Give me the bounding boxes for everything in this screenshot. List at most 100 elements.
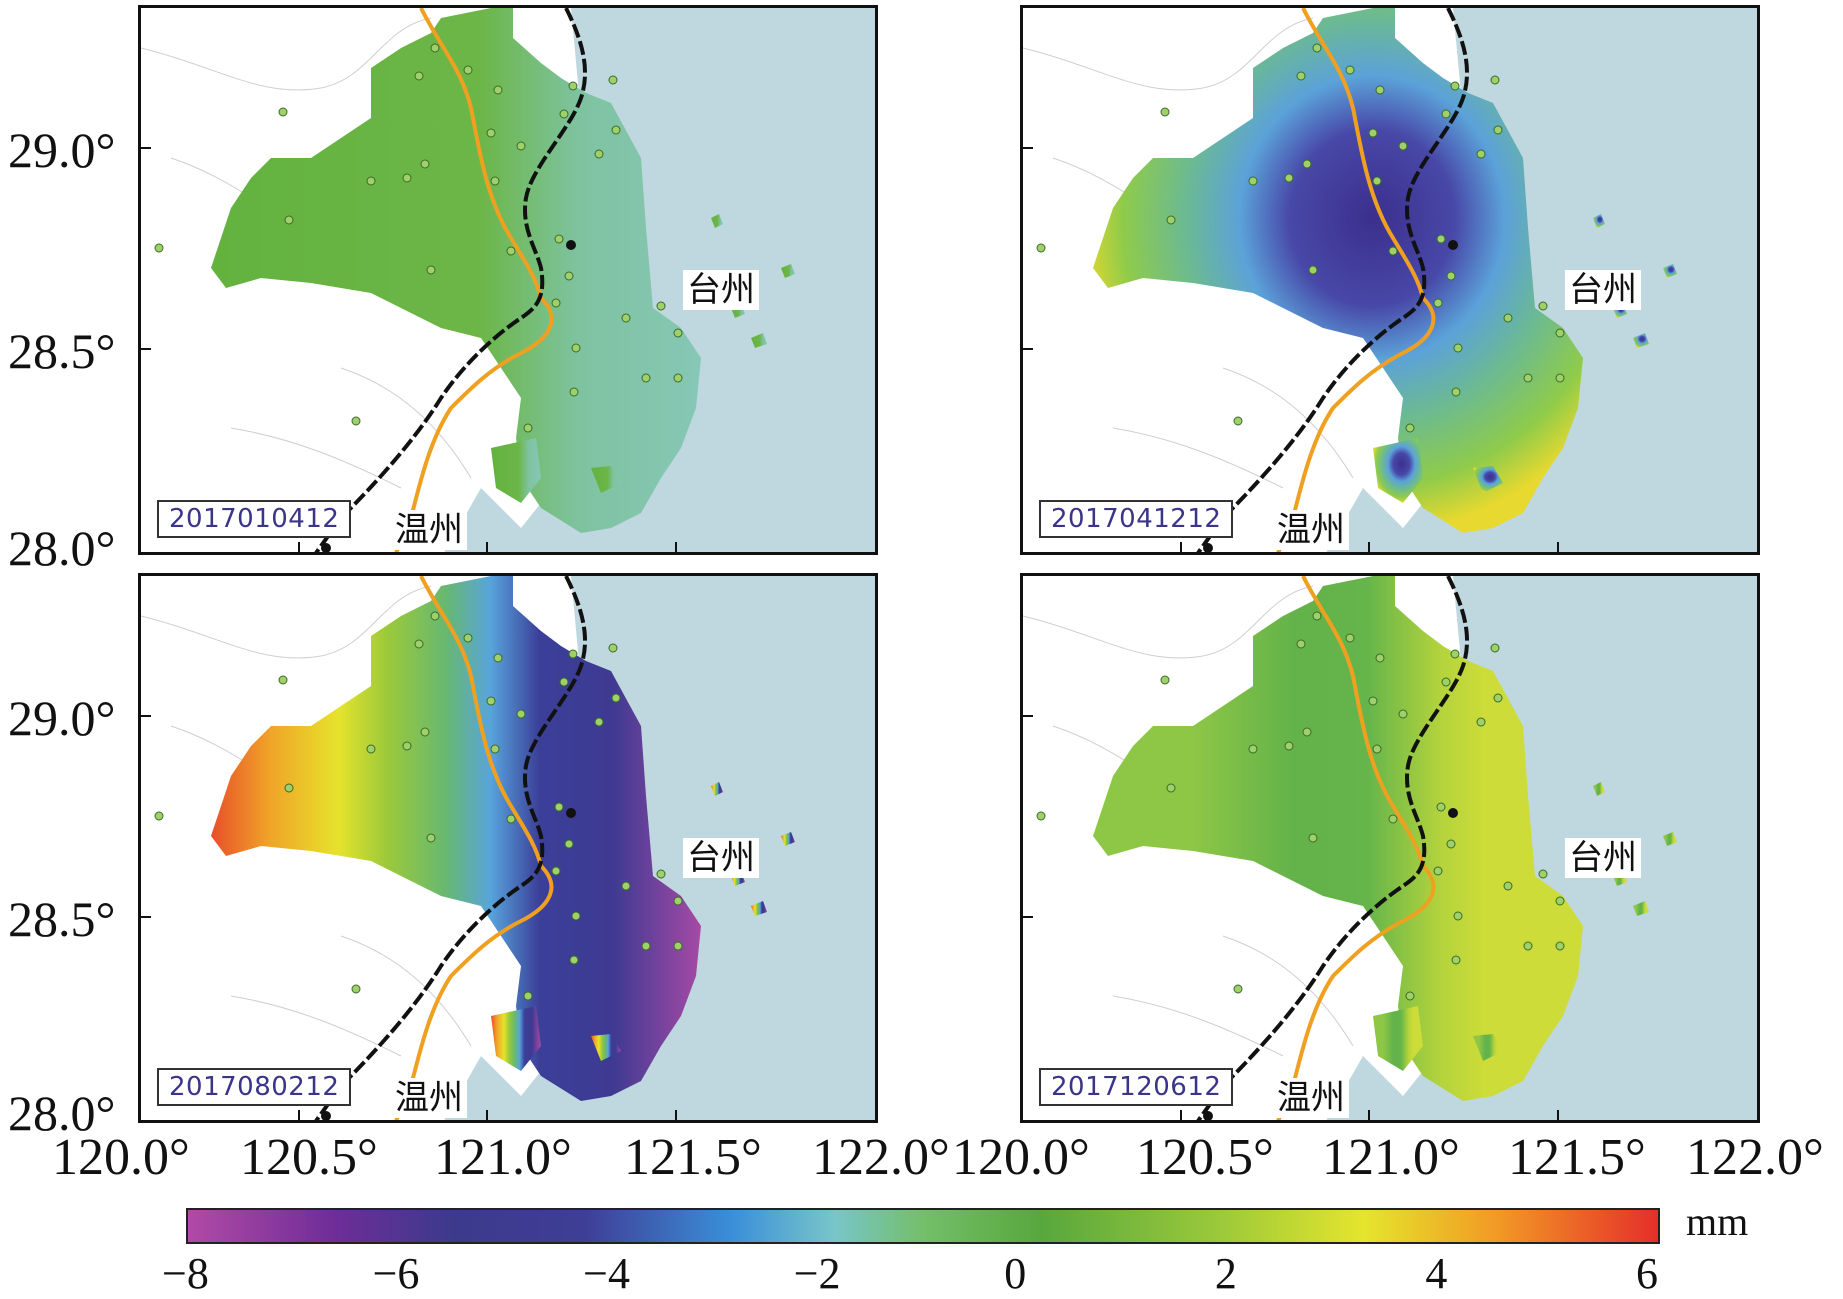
town-marker <box>1436 234 1446 244</box>
town-marker <box>1405 991 1415 1001</box>
island <box>751 333 767 348</box>
town-marker <box>154 811 164 821</box>
county-boundary <box>141 17 432 91</box>
town-marker <box>278 675 288 685</box>
county-boundary <box>230 427 402 489</box>
town-marker <box>490 744 500 754</box>
town-marker <box>1441 677 1451 687</box>
town-marker <box>1490 643 1500 653</box>
town-marker <box>1451 955 1461 965</box>
town-marker <box>366 176 376 186</box>
town-marker <box>554 802 564 812</box>
town-marker <box>1503 881 1513 891</box>
town-marker <box>493 85 503 95</box>
city-label-wenzhou: 温州 <box>1273 1078 1349 1118</box>
town-marker <box>1446 271 1456 281</box>
colorbar-tick-label: −8 <box>162 1249 209 1298</box>
town-marker <box>402 173 412 183</box>
town-marker <box>673 328 683 338</box>
town-marker <box>426 265 436 275</box>
town-marker <box>1375 653 1385 663</box>
city-label-taizhou: 台州 <box>1565 270 1641 310</box>
town-marker <box>1233 416 1243 426</box>
town-marker <box>426 833 436 843</box>
island <box>1473 1034 1503 1061</box>
town-marker <box>1372 176 1382 186</box>
city-label-taizhou: 台州 <box>683 838 759 878</box>
island <box>591 466 621 493</box>
town-marker <box>673 941 683 951</box>
town-marker <box>1296 639 1306 649</box>
town-marker <box>608 75 618 85</box>
town-marker <box>1503 313 1513 323</box>
town-marker <box>564 839 574 849</box>
city-label-wenzhou: 温州 <box>1273 510 1349 550</box>
island <box>491 438 541 503</box>
town-marker <box>1284 173 1294 183</box>
town-marker <box>284 783 294 793</box>
colorbar-tick-label: −6 <box>372 1249 420 1298</box>
town-marker <box>611 125 621 135</box>
x-tick-label: 122.0° <box>1686 1129 1824 1186</box>
town-marker <box>1451 387 1461 397</box>
town-marker <box>1388 246 1398 256</box>
town-marker <box>1233 984 1243 994</box>
town-marker <box>1368 128 1378 138</box>
colorbar-tick-label: 6 <box>1636 1249 1658 1298</box>
colorbar <box>186 1208 1660 1244</box>
town-marker <box>673 373 683 383</box>
sea-area <box>444 576 875 1120</box>
town-marker <box>1450 649 1460 659</box>
x-tick-label: 120.0° <box>952 1129 1090 1186</box>
island <box>591 1034 621 1061</box>
city-label-wenzhou: 温州 <box>391 510 467 550</box>
county-boundary <box>230 995 402 1057</box>
county-boundary <box>1023 17 1314 91</box>
wenzhou-marker <box>1203 1111 1213 1120</box>
county-boundary <box>1023 585 1314 659</box>
wenzhou-marker <box>1203 543 1213 552</box>
date-label: 2017080212 <box>157 1068 352 1106</box>
x-tick-label: 120.5° <box>240 1129 378 1186</box>
deformation-field <box>211 576 701 1101</box>
date-label: 2017010412 <box>157 500 352 538</box>
town-marker <box>1453 911 1463 921</box>
town-marker <box>621 881 631 891</box>
town-marker <box>154 243 164 253</box>
x-tick-label: 121.0° <box>1322 1129 1460 1186</box>
town-marker <box>1523 373 1533 383</box>
town-marker <box>1523 941 1533 951</box>
town-marker <box>506 246 516 256</box>
city-label-taizhou: 台州 <box>1565 838 1641 878</box>
town-marker <box>1493 125 1503 135</box>
town-marker <box>463 633 473 643</box>
town-marker <box>1248 744 1258 754</box>
town-marker <box>414 71 424 81</box>
town-marker <box>1433 866 1443 876</box>
island <box>1633 333 1649 348</box>
town-marker <box>1036 811 1046 821</box>
colorbar-tick-label: −2 <box>793 1249 841 1298</box>
town-marker <box>1446 839 1456 849</box>
taizhou-marker <box>566 240 576 250</box>
deformation-field <box>1093 576 1583 1101</box>
city-label-wenzhou: 温州 <box>391 1078 467 1118</box>
town-marker <box>351 416 361 426</box>
town-marker <box>594 149 604 159</box>
colorbar-tick-label: 2 <box>1214 1249 1237 1298</box>
town-marker <box>621 313 631 323</box>
town-marker <box>1312 611 1322 621</box>
town-marker <box>568 649 578 659</box>
town-marker <box>1160 675 1170 685</box>
county-boundary <box>340 935 472 1047</box>
town-marker <box>551 298 561 308</box>
town-marker <box>1312 43 1322 53</box>
town-marker <box>673 896 683 906</box>
town-marker <box>611 693 621 703</box>
x-tick-label: 121.5° <box>1508 1129 1646 1186</box>
island <box>1663 264 1677 278</box>
town-marker <box>1476 149 1486 159</box>
town-marker <box>523 991 533 1001</box>
railway <box>1196 576 1470 1120</box>
x-tick-label: 122.0° <box>812 1129 950 1186</box>
